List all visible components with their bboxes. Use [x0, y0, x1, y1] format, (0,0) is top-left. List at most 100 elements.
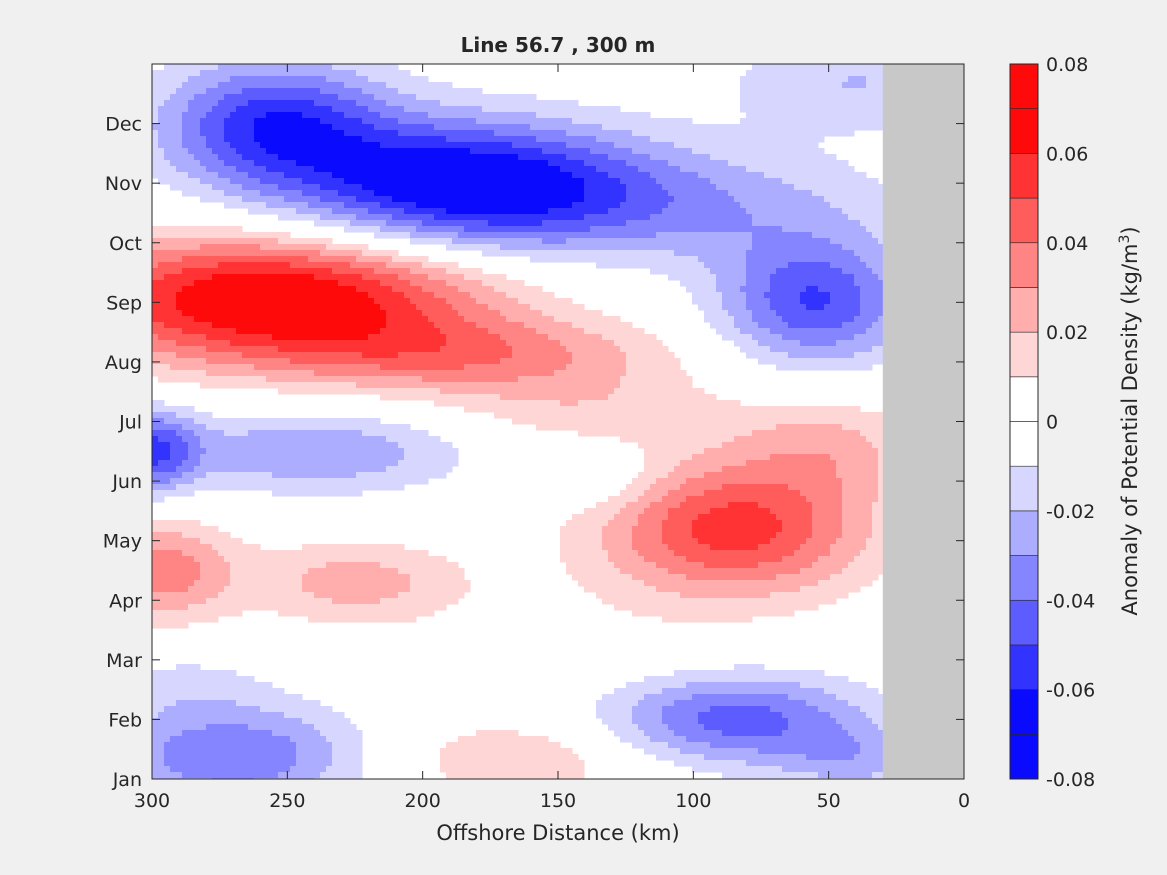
contour-cell — [224, 124, 231, 131]
contour-cell — [560, 346, 567, 353]
contour-cell — [776, 286, 783, 293]
contour-cell — [248, 178, 255, 185]
contour-cell — [878, 316, 885, 323]
contour-cell — [170, 226, 177, 233]
contour-cell — [386, 154, 393, 161]
contour-cell — [716, 226, 723, 233]
contour-cell — [812, 238, 819, 245]
contour-cell — [848, 118, 855, 125]
contour-cell — [380, 70, 387, 77]
contour-cell — [734, 268, 741, 275]
contour-cell — [212, 274, 219, 281]
contour-cell — [668, 178, 675, 185]
contour-cell — [752, 346, 759, 353]
contour-cell — [488, 238, 495, 245]
contour-cell — [476, 304, 483, 311]
contour-cell — [350, 202, 357, 209]
contour-cell — [668, 172, 675, 179]
contour-cell — [710, 232, 717, 239]
contour-cell — [350, 112, 357, 119]
contour-cell — [500, 112, 507, 119]
contour-cell — [566, 226, 573, 233]
contour-cell — [236, 148, 243, 155]
contour-cell — [266, 190, 273, 197]
contour-cell — [314, 88, 321, 95]
contour-cell — [626, 232, 633, 239]
contour-cell — [746, 76, 753, 83]
contour-cell — [782, 190, 789, 197]
contour-cell — [554, 340, 561, 347]
contour-cell — [776, 124, 783, 131]
contour-cell — [476, 322, 483, 329]
contour-cell — [758, 226, 765, 233]
contour-cell — [572, 346, 579, 353]
contour-cell — [446, 178, 453, 185]
contour-cell — [752, 250, 759, 257]
contour-cell — [812, 292, 819, 299]
contour-cell — [878, 124, 885, 131]
contour-cell — [782, 256, 789, 263]
contour-cell — [554, 316, 561, 323]
contour-cell — [506, 94, 513, 101]
contour-cell — [674, 184, 681, 191]
contour-cell — [782, 124, 789, 131]
contour-cell — [356, 298, 363, 305]
contour-cell — [260, 118, 267, 125]
contour-cell — [542, 166, 549, 173]
contour-cell — [302, 280, 309, 287]
contour-cell — [302, 76, 309, 83]
contour-cell — [248, 172, 255, 179]
contour-cell — [566, 322, 573, 329]
contour-cell — [368, 268, 375, 275]
contour-cell — [566, 334, 573, 341]
contour-cell — [548, 154, 555, 161]
contour-cell — [176, 250, 183, 257]
contour-cell — [224, 118, 231, 125]
contour-cell — [536, 166, 543, 173]
contour-cell — [782, 250, 789, 257]
contour-cell — [182, 154, 189, 161]
contour-cell — [260, 166, 267, 173]
contour-cell — [458, 268, 465, 275]
contour-cell — [752, 298, 759, 305]
contour-cell — [350, 304, 357, 311]
contour-cell — [764, 292, 771, 299]
contour-cell — [242, 178, 249, 185]
contour-cell — [188, 124, 195, 131]
contour-cell — [878, 112, 885, 119]
contour-cell — [296, 328, 303, 335]
contour-cell — [824, 274, 831, 281]
contour-cell — [398, 322, 405, 329]
contour-cell — [524, 208, 531, 215]
contour-cell — [440, 148, 447, 155]
contour-cell — [860, 280, 867, 287]
contour-cell — [470, 142, 477, 149]
contour-cell — [404, 88, 411, 95]
contour-cell — [290, 340, 297, 347]
contour-cell — [518, 328, 525, 335]
contour-cell — [362, 286, 369, 293]
contour-cell — [842, 124, 849, 131]
contour-cell — [380, 112, 387, 119]
contour-cell — [428, 298, 435, 305]
contour-cell — [590, 322, 597, 329]
contour-cell — [236, 274, 243, 281]
contour-cell — [308, 106, 315, 113]
contour-cell — [422, 232, 429, 239]
contour-cell — [836, 250, 843, 257]
contour-cell — [638, 202, 645, 209]
contour-cell — [782, 304, 789, 311]
contour-cell — [176, 136, 183, 143]
contour-cell — [356, 316, 363, 323]
contour-cell — [302, 196, 309, 203]
contour-cell — [182, 292, 189, 299]
contour-cell — [350, 274, 357, 281]
contour-cell — [260, 70, 267, 77]
contour-cell — [302, 70, 309, 77]
contour-cell — [230, 268, 237, 275]
contour-cell — [440, 184, 447, 191]
contour-cell — [656, 148, 663, 155]
contour-cell — [710, 202, 717, 209]
contour-cell — [284, 322, 291, 329]
contour-cell — [284, 232, 291, 239]
